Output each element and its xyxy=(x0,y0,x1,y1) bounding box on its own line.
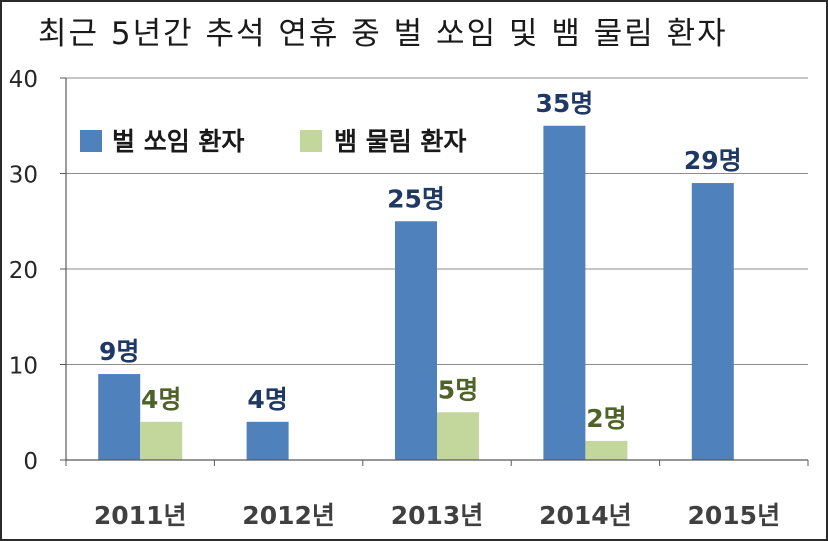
bar xyxy=(691,183,734,461)
data-label: 29명 xyxy=(684,146,742,175)
axes: 0 10 20 30 40 2011년 2012년 2013년 2014년 2015년 xyxy=(9,67,809,530)
bar xyxy=(395,221,437,460)
x-tick-label: 2014년 xyxy=(539,501,632,530)
x-tick-label: 2012년 xyxy=(242,501,335,530)
y-tick-label: 40 xyxy=(9,67,38,93)
bar xyxy=(98,374,141,460)
data-label: 9명 xyxy=(99,337,139,366)
x-tick-label: 2015년 xyxy=(688,501,781,530)
data-label: 2명 xyxy=(586,404,626,433)
legend: 벌 쏘임 환자 뱀 물림 환자 xyxy=(80,127,466,156)
legend-label: 벌 쏘임 환자 xyxy=(112,127,244,156)
data-label: 4명 xyxy=(141,385,181,414)
bar xyxy=(140,421,183,460)
y-tick-label: 30 xyxy=(9,163,38,189)
x-tick-label: 2013년 xyxy=(391,501,484,530)
legend-swatch xyxy=(300,130,322,152)
data-label: 5명 xyxy=(438,375,478,404)
legend-swatch xyxy=(80,130,102,152)
bars xyxy=(98,125,734,461)
chart-title: 최근 5년간 추석 연휴 중 벌 쏘임 및 뱀 물림 환자 xyxy=(38,16,728,52)
y-tick-label: 0 xyxy=(23,449,38,475)
x-tick-label: 2011년 xyxy=(94,501,187,530)
y-tick-label: 20 xyxy=(9,258,38,284)
bar xyxy=(246,421,289,460)
bar xyxy=(585,440,628,460)
data-label: 4명 xyxy=(247,385,287,414)
bar xyxy=(543,125,586,460)
data-label: 25명 xyxy=(387,184,445,213)
y-tick-label: 10 xyxy=(9,354,38,380)
legend-label: 뱀 물림 환자 xyxy=(334,127,466,156)
bar xyxy=(437,412,479,460)
data-label: 35명 xyxy=(536,89,594,118)
